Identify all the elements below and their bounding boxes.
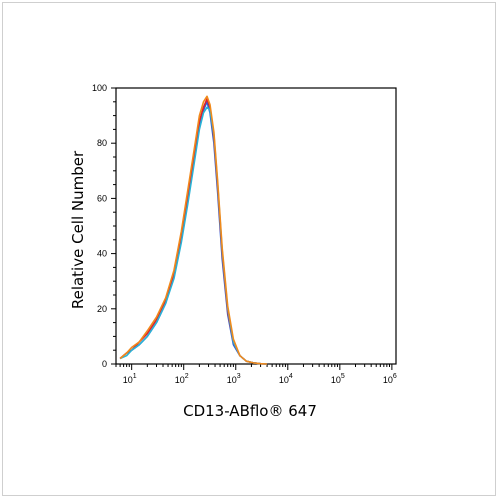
x-tick-label: 102 xyxy=(175,373,189,385)
x-tick-base: 10 xyxy=(279,375,289,385)
y-tick-label: 40 xyxy=(97,249,107,259)
x-tick-exponent: 4 xyxy=(289,373,293,380)
x-axis-title: CD13-ABflo® 647 xyxy=(183,402,317,420)
x-tick-label: 103 xyxy=(227,373,241,385)
y-axis-title: Relative Cell Number xyxy=(69,150,87,309)
y-tick-label: 60 xyxy=(97,193,107,203)
histogram-series-4 xyxy=(119,95,268,365)
x-tick-exponent: 6 xyxy=(393,373,397,380)
x-tick-base: 10 xyxy=(383,375,393,385)
x-tick-exponent: 2 xyxy=(185,373,189,380)
x-tick-exponent: 1 xyxy=(133,373,137,380)
x-axis: 101 102 103 104 105 106 xyxy=(115,364,397,385)
x-tick-label: 101 xyxy=(123,373,137,385)
x-tick-base: 10 xyxy=(123,375,133,385)
x-tick-base: 10 xyxy=(227,375,237,385)
x-tick-exponent: 3 xyxy=(237,373,241,380)
x-tick-exponent: 5 xyxy=(341,373,345,380)
x-tick-label: 106 xyxy=(383,373,397,385)
y-tick-label: 20 xyxy=(97,304,107,314)
y-axis: 0 20 40 60 80 100 xyxy=(92,83,116,369)
series-layer xyxy=(119,95,268,365)
x-tick-base: 10 xyxy=(175,375,185,385)
x-tick-label: 105 xyxy=(331,373,345,385)
y-tick-label: 0 xyxy=(102,359,107,369)
x-tick-label: 104 xyxy=(279,373,293,385)
y-tick-label: 100 xyxy=(92,83,107,93)
y-tick-label: 80 xyxy=(97,138,107,148)
x-tick-base: 10 xyxy=(331,375,341,385)
plot-area-border xyxy=(115,87,397,365)
